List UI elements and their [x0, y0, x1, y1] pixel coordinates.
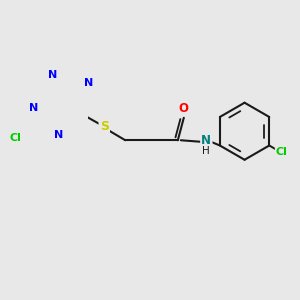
Text: Cl: Cl	[276, 146, 288, 157]
Text: N: N	[201, 134, 212, 148]
Text: N: N	[29, 103, 38, 112]
Text: N: N	[48, 70, 57, 80]
Text: H: H	[202, 146, 210, 156]
Text: S: S	[100, 120, 109, 133]
Text: Cl: Cl	[9, 133, 21, 143]
Text: O: O	[179, 102, 189, 115]
Text: N: N	[54, 130, 63, 140]
Text: N: N	[84, 78, 93, 88]
